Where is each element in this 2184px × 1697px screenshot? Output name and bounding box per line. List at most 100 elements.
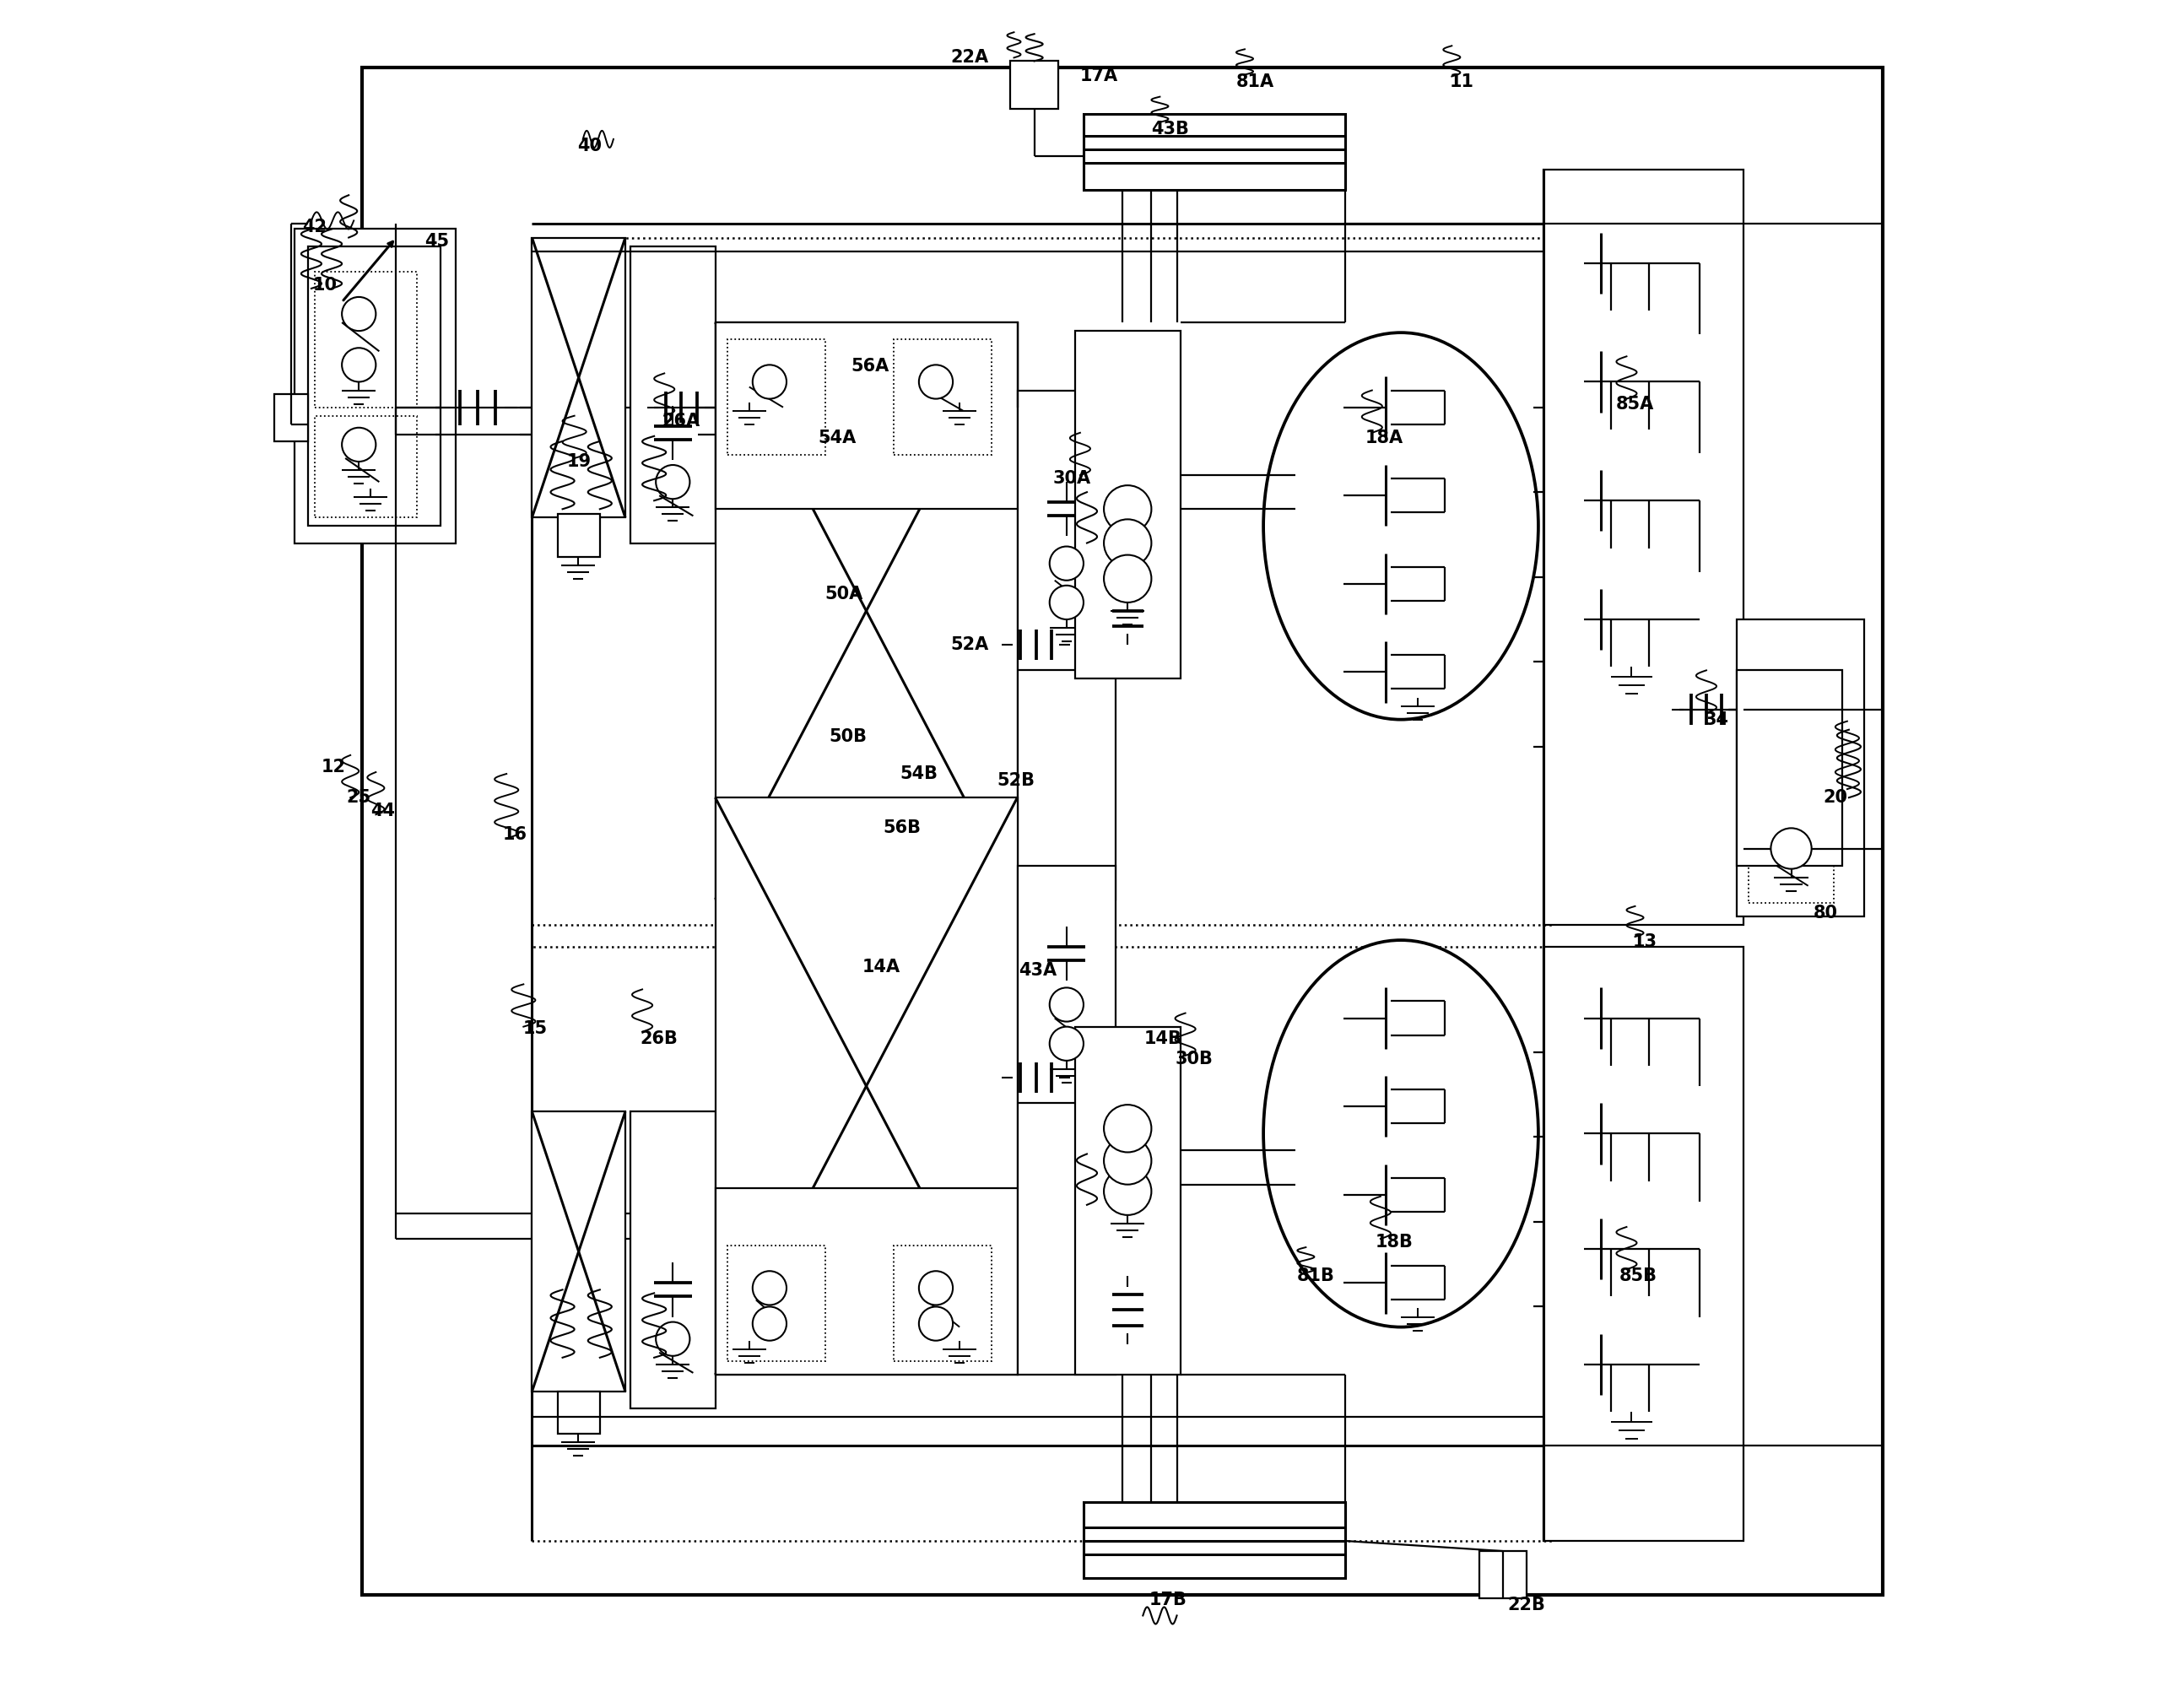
- Circle shape: [1051, 585, 1083, 619]
- Text: 14B: 14B: [1144, 1030, 1182, 1047]
- Text: 45: 45: [424, 232, 450, 249]
- Circle shape: [753, 1307, 786, 1341]
- Circle shape: [1103, 1105, 1151, 1152]
- Bar: [1736, 619, 1865, 916]
- Bar: [1736, 670, 1841, 865]
- Text: 30B: 30B: [1175, 1050, 1212, 1067]
- Circle shape: [1051, 546, 1083, 580]
- Circle shape: [1051, 1027, 1083, 1061]
- Text: 34: 34: [1704, 711, 1730, 728]
- Text: 12: 12: [321, 759, 345, 776]
- Bar: [1083, 114, 1345, 190]
- Text: 19: 19: [568, 453, 592, 470]
- Text: 25: 25: [347, 789, 371, 806]
- Bar: [314, 272, 417, 407]
- Text: 20: 20: [1824, 789, 1848, 806]
- Circle shape: [919, 365, 952, 399]
- Text: 43B: 43B: [1151, 120, 1188, 137]
- Text: 10: 10: [312, 277, 336, 294]
- Bar: [1018, 390, 1116, 899]
- Bar: [1544, 170, 1743, 925]
- Bar: [1075, 331, 1179, 679]
- Circle shape: [1103, 519, 1151, 567]
- Bar: [273, 394, 308, 441]
- Bar: [1479, 1551, 1527, 1599]
- Bar: [295, 229, 456, 543]
- Circle shape: [1103, 485, 1151, 533]
- Text: 18A: 18A: [1365, 429, 1402, 446]
- Text: 22A: 22A: [950, 49, 989, 66]
- Circle shape: [343, 348, 376, 382]
- Circle shape: [1103, 555, 1151, 602]
- Bar: [714, 322, 1018, 899]
- Bar: [631, 246, 714, 543]
- Bar: [1075, 1027, 1179, 1375]
- Circle shape: [343, 428, 376, 462]
- Text: 85A: 85A: [1616, 395, 1653, 412]
- Bar: [533, 238, 1551, 925]
- Bar: [893, 339, 992, 455]
- Text: 54A: 54A: [819, 429, 856, 446]
- Text: 17B: 17B: [1149, 1592, 1188, 1609]
- Circle shape: [753, 1271, 786, 1305]
- Text: 52A: 52A: [950, 636, 989, 653]
- Text: 16: 16: [502, 826, 526, 843]
- Bar: [1018, 865, 1116, 1375]
- Text: 44: 44: [371, 803, 395, 820]
- Bar: [631, 1112, 714, 1409]
- Text: 26A: 26A: [662, 412, 701, 429]
- Bar: [533, 238, 625, 518]
- Bar: [714, 322, 1018, 509]
- Text: 18B: 18B: [1376, 1234, 1413, 1251]
- Bar: [1749, 801, 1835, 903]
- Bar: [1011, 61, 1057, 109]
- Text: 40: 40: [577, 137, 603, 154]
- Bar: [1544, 947, 1743, 1541]
- Bar: [1083, 1502, 1345, 1578]
- Bar: [533, 1112, 625, 1392]
- Ellipse shape: [1262, 940, 1538, 1327]
- Text: 52B: 52B: [996, 772, 1035, 789]
- Bar: [363, 68, 1883, 1595]
- Text: 11: 11: [1450, 73, 1474, 90]
- Text: 50B: 50B: [828, 728, 867, 745]
- Text: 50A: 50A: [826, 585, 863, 602]
- Bar: [893, 1246, 992, 1361]
- Text: 81A: 81A: [1236, 73, 1273, 90]
- Circle shape: [1051, 988, 1083, 1022]
- Circle shape: [1103, 1168, 1151, 1215]
- Bar: [308, 246, 441, 526]
- Text: 81B: 81B: [1297, 1268, 1334, 1285]
- Text: 17A: 17A: [1079, 68, 1118, 85]
- Text: 30A: 30A: [1053, 470, 1090, 487]
- Bar: [714, 798, 1018, 1375]
- Text: 56A: 56A: [850, 358, 889, 375]
- Text: 85B: 85B: [1621, 1268, 1658, 1285]
- Circle shape: [919, 1271, 952, 1305]
- Text: 13: 13: [1634, 933, 1658, 950]
- Circle shape: [655, 465, 690, 499]
- Circle shape: [655, 1322, 690, 1356]
- Text: 54B: 54B: [900, 765, 937, 782]
- Text: 42: 42: [304, 219, 328, 236]
- Text: 43A: 43A: [1018, 962, 1057, 979]
- Ellipse shape: [1262, 333, 1538, 720]
- Bar: [557, 1392, 601, 1434]
- Bar: [557, 514, 601, 557]
- Circle shape: [919, 1307, 952, 1341]
- Text: 22B: 22B: [1507, 1597, 1546, 1614]
- Bar: [533, 947, 1551, 1541]
- Circle shape: [343, 297, 376, 331]
- Text: 80: 80: [1813, 905, 1837, 921]
- Text: 56B: 56B: [882, 820, 922, 837]
- Text: 15: 15: [524, 1020, 548, 1037]
- Circle shape: [1103, 1137, 1151, 1185]
- Text: 26B: 26B: [640, 1030, 679, 1047]
- Bar: [727, 339, 826, 455]
- Circle shape: [753, 365, 786, 399]
- Circle shape: [1771, 828, 1811, 869]
- Bar: [727, 1246, 826, 1361]
- Text: 14A: 14A: [863, 959, 900, 976]
- Bar: [714, 1188, 1018, 1375]
- Bar: [314, 416, 417, 518]
